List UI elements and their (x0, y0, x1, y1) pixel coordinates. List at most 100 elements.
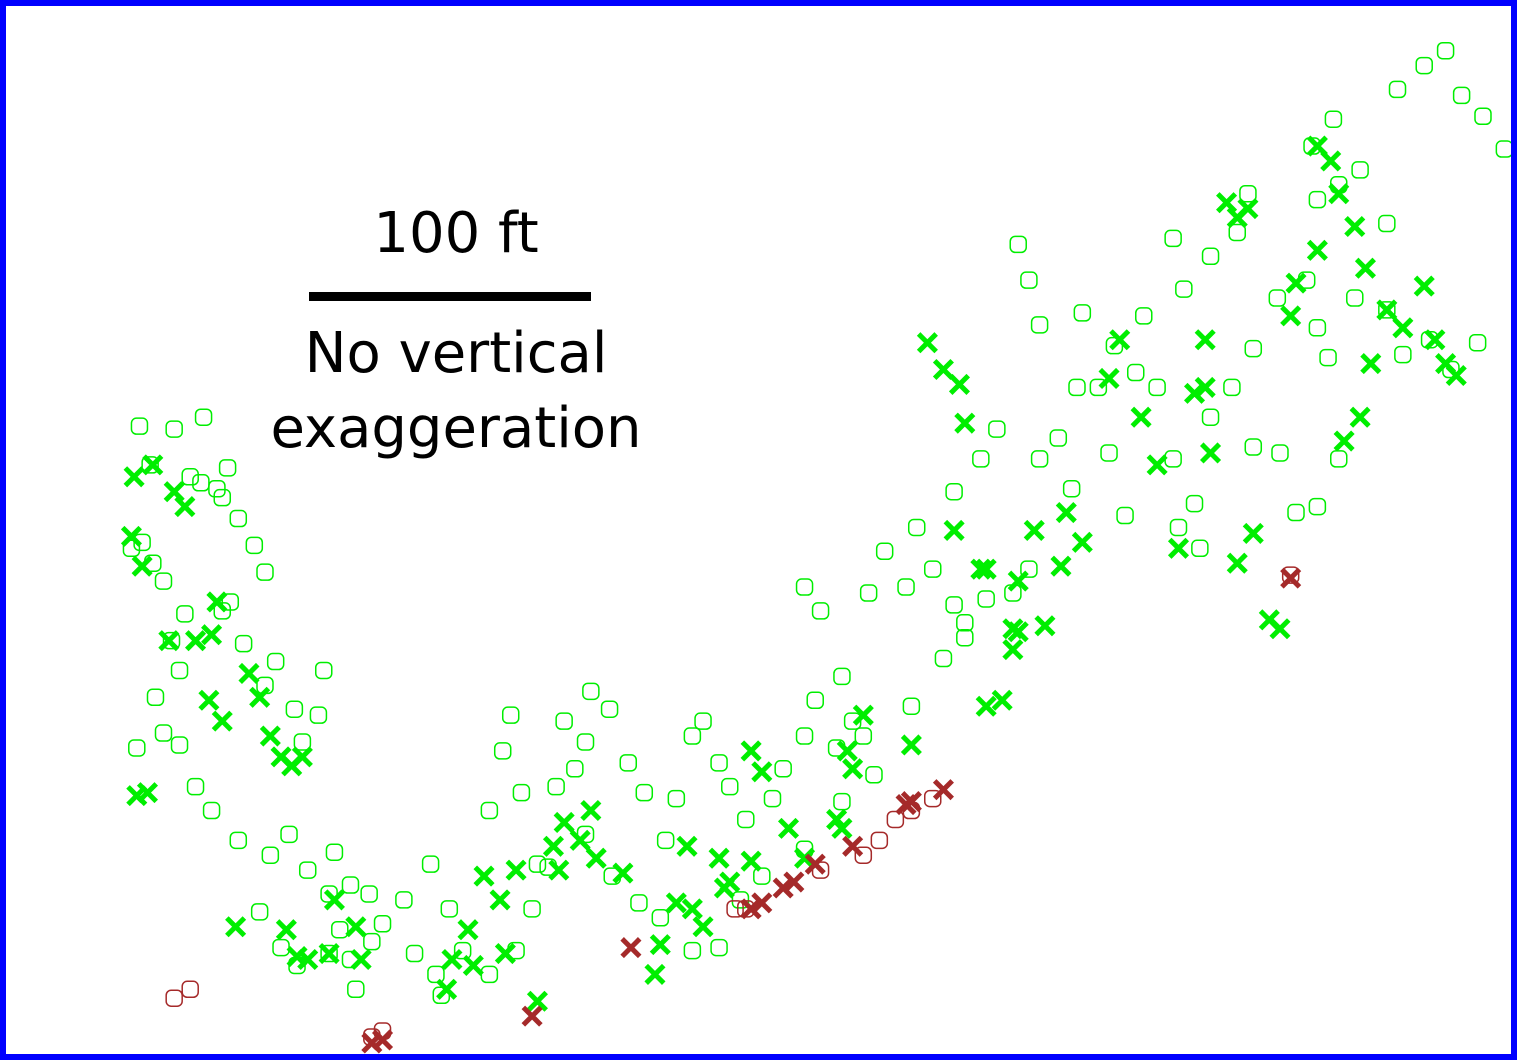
point-1-94 (1306, 135, 1328, 157)
point-0-23 (280, 825, 298, 844)
point-0-0 (130, 417, 149, 435)
point-0-10 (162, 631, 181, 650)
point-0-59 (795, 727, 814, 745)
point-0-11 (170, 661, 189, 680)
point-1-65 (1023, 519, 1045, 541)
point-1-85 (1376, 299, 1398, 321)
point-0-64 (811, 602, 830, 620)
point-3-11 (900, 791, 922, 813)
point-0-22 (315, 661, 333, 680)
point-0-129 (1271, 444, 1289, 462)
point-0-170 (229, 509, 248, 528)
point-0-128 (1244, 438, 1263, 456)
point-0-136 (934, 649, 953, 668)
point-1-70 (1098, 367, 1120, 389)
point-0-127 (1191, 539, 1209, 558)
point-0-114 (1175, 280, 1193, 298)
point-1-55 (842, 758, 864, 780)
point-1-58 (975, 695, 997, 717)
point-3-12 (932, 779, 954, 801)
point-1-32 (473, 865, 495, 887)
point-0-168 (192, 474, 210, 492)
point-0-133 (854, 727, 873, 745)
point-1-111 (719, 871, 741, 893)
point-0-130 (1287, 503, 1305, 522)
point-0-32 (395, 891, 413, 909)
point-0-144 (651, 909, 670, 927)
point-0-18 (221, 593, 240, 611)
point-1-51 (777, 817, 800, 839)
series-3-x (361, 567, 1302, 1054)
point-1-23 (297, 948, 319, 971)
point-1-78 (1226, 552, 1248, 574)
point-3-3 (620, 937, 642, 959)
point-1-46 (692, 916, 714, 938)
point-0-111 (1239, 184, 1257, 203)
point-0-76 (1030, 450, 1049, 468)
point-1-101 (1216, 192, 1238, 214)
point-0-68 (897, 578, 915, 596)
point-0-4 (181, 468, 199, 486)
point-0-46 (582, 682, 600, 701)
point-1-0 (123, 466, 145, 488)
point-1-63 (975, 558, 997, 580)
point-1-57 (900, 734, 922, 756)
point-0-151 (480, 965, 499, 984)
point-0-145 (630, 894, 648, 912)
point-0-7 (154, 572, 173, 590)
point-0-165 (154, 724, 173, 742)
point-1-76 (1194, 376, 1216, 398)
point-1-47 (708, 847, 730, 869)
no-exaggeration-note-line1: No vertical (304, 321, 608, 386)
point-2-9 (886, 810, 905, 829)
point-0-115 (1135, 307, 1153, 325)
point-1-33 (489, 889, 511, 911)
point-0-16 (309, 706, 328, 724)
point-0-99 (1308, 190, 1327, 209)
point-0-78 (1062, 479, 1081, 498)
point-0-83 (1148, 378, 1166, 397)
point-0-140 (753, 867, 771, 885)
point-0-47 (600, 700, 619, 718)
point-1-105 (948, 373, 971, 395)
point-1-31 (462, 954, 484, 977)
point-1-17 (291, 746, 313, 768)
point-0-92 (1319, 348, 1337, 367)
point-1-38 (548, 859, 570, 881)
point-1-34 (494, 943, 516, 965)
point-0-1 (165, 420, 183, 438)
point-1-103 (916, 332, 938, 354)
point-0-43 (555, 712, 573, 730)
point-0-103 (1388, 80, 1407, 99)
point-0-113 (1201, 247, 1220, 266)
point-1-53 (831, 817, 853, 839)
point-1-5 (131, 555, 153, 577)
point-0-161 (229, 831, 248, 850)
point-0-57 (763, 789, 782, 808)
point-1-37 (542, 835, 565, 857)
point-1-90 (1445, 364, 1467, 387)
point-1-43 (649, 934, 671, 956)
point-0-52 (683, 727, 702, 745)
point-1-49 (740, 740, 762, 762)
point-0-8 (176, 605, 194, 623)
point-0-116 (1089, 378, 1108, 397)
point-0-108 (1495, 140, 1511, 158)
point-0-86 (1201, 408, 1220, 426)
point-0-124 (945, 482, 963, 501)
point-0-155 (363, 932, 381, 951)
point-0-134 (865, 766, 883, 784)
point-1-69 (1071, 531, 1093, 553)
point-0-66 (859, 584, 878, 602)
point-1-71 (1109, 329, 1131, 351)
point-1-82 (1333, 430, 1355, 452)
point-1-96 (1328, 183, 1350, 205)
point-1-19 (136, 782, 159, 804)
point-1-21 (275, 919, 297, 941)
point-1-1 (142, 454, 164, 476)
point-0-60 (806, 691, 824, 710)
point-1-13 (249, 686, 271, 708)
point-1-66 (1034, 615, 1056, 637)
no-exaggeration-note-line2: exaggeration (270, 396, 642, 461)
point-0-40 (512, 783, 531, 802)
